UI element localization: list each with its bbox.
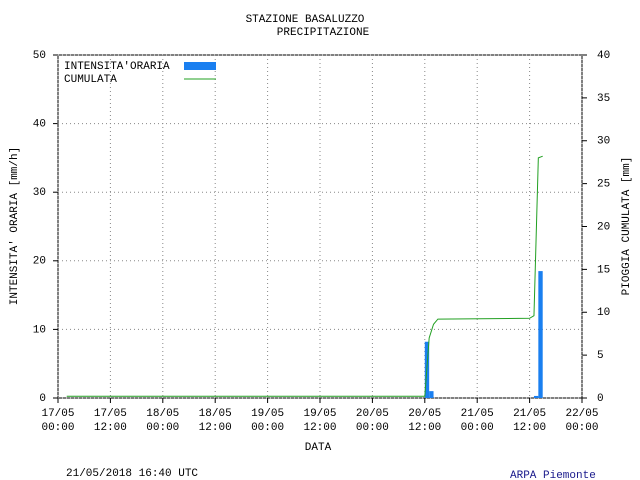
line (66, 155, 543, 397)
x-tick-label: 21/05 12:00 (513, 408, 547, 434)
footer-date: 21/05/2018 16:40 UTC (66, 468, 198, 480)
y2-tick-label: 0 (597, 393, 604, 405)
y2-tick-label: 5 (597, 350, 604, 362)
y-tick-label: 40 (33, 119, 46, 131)
y2-tick-label: 15 (597, 264, 610, 276)
legend-swatch (184, 62, 216, 70)
footer-source: ARPA Piemonte (510, 470, 596, 480)
bar (429, 391, 434, 398)
x-tick-label: 17/05 00:00 (41, 408, 75, 434)
y2-tick-label: 20 (597, 221, 610, 233)
y2-tick-label: 25 (597, 179, 610, 191)
legend-label: INTENSITA'ORARIA (64, 61, 170, 73)
y2-tick-label: 10 (597, 307, 610, 319)
y2-axis-label: PIOGGIA CUMULATA [mm] (621, 157, 633, 296)
legend-label: CUMULATA (64, 74, 117, 86)
x-tick-label: 22/05 00:00 (565, 408, 599, 434)
plot-frame (57, 54, 583, 399)
x-tick-label: 18/05 12:00 (198, 408, 232, 434)
x-tick-label: 18/05 00:00 (146, 408, 180, 434)
y-tick-label: 50 (33, 50, 46, 62)
x-tick-label: 20/05 12:00 (408, 408, 442, 434)
y-tick-label: 0 (39, 393, 46, 405)
x-tick-label: 17/05 12:00 (93, 408, 127, 434)
x-tick-label: 21/05 00:00 (460, 408, 494, 434)
y-tick-label: 30 (33, 187, 46, 199)
x-tick-label: 19/05 12:00 (303, 408, 337, 434)
y-tick-label: 10 (33, 324, 46, 336)
bar (538, 271, 543, 398)
bar (533, 395, 539, 398)
y2-tick-label: 35 (597, 93, 610, 105)
chart-subtitle: PRECIPITAZIONE (277, 27, 370, 39)
y2-tick-label: 40 (597, 50, 610, 62)
x-tick-label: 19/05 00:00 (251, 408, 285, 434)
chart-title: STAZIONE BASALUZZO (246, 14, 365, 26)
y-tick-label: 20 (33, 256, 46, 268)
x-tick-label: 20/05 00:00 (355, 408, 389, 434)
y2-tick-label: 30 (597, 136, 610, 148)
y-axis-label: INTENSITA' ORARIA [mm/h] (9, 147, 21, 305)
x-axis-label: DATA (305, 442, 332, 454)
